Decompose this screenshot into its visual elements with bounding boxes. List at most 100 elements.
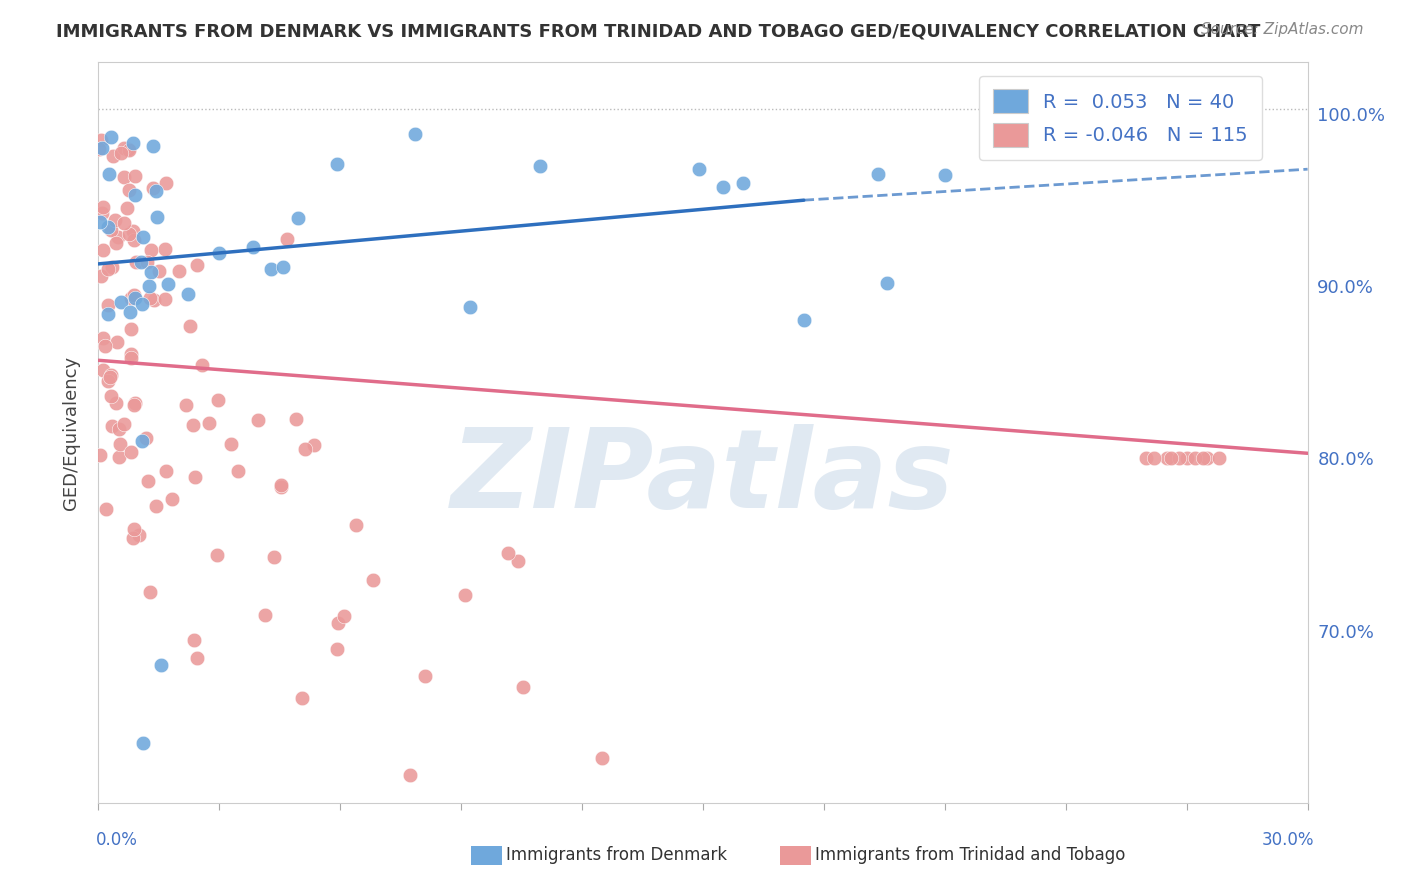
Point (129, 254, 152, 268)
Point (104, 213, 127, 227)
Text: IMMIGRANTS FROM DENMARK VS IMMIGRANTS FROM TRINIDAD AND TOBAGO GED/EQUIVALENCY C: IMMIGRANTS FROM DENMARK VS IMMIGRANTS FR… (56, 22, 1261, 40)
Point (139, 585, 162, 599)
Point (115, 202, 138, 216)
Point (325, 642, 347, 657)
Point (302, 437, 325, 451)
Point (112, 141, 135, 155)
Point (124, 188, 146, 202)
Point (104, 396, 127, 410)
Point (120, 322, 142, 336)
Point (98, 369, 121, 384)
Point (1175, 451, 1198, 466)
Point (688, 161, 710, 176)
Point (122, 288, 145, 302)
Point (326, 157, 349, 171)
Point (112, 417, 135, 431)
Point (122, 531, 145, 545)
Point (90, 206, 112, 220)
Point (155, 176, 177, 190)
Point (97, 374, 120, 388)
Point (89, 448, 111, 462)
Point (97, 298, 120, 312)
Point (876, 276, 898, 290)
Point (167, 264, 190, 278)
Point (91, 331, 114, 345)
Point (97, 307, 120, 321)
Point (110, 295, 132, 310)
Point (100, 389, 122, 403)
Point (139, 291, 162, 305)
Point (934, 168, 956, 182)
Point (271, 260, 294, 275)
Point (207, 548, 229, 562)
Point (142, 181, 165, 195)
Point (94, 339, 117, 353)
Point (508, 554, 530, 568)
Point (404, 127, 426, 141)
Point (122, 224, 145, 238)
Point (89, 215, 111, 229)
Point (285, 412, 308, 426)
Point (142, 293, 165, 307)
Point (101, 149, 124, 163)
Point (179, 318, 201, 333)
Point (207, 393, 229, 408)
Text: Immigrants from Denmark: Immigrants from Denmark (506, 847, 727, 864)
Point (136, 474, 159, 488)
Point (131, 230, 153, 244)
Point (110, 145, 132, 160)
Point (120, 292, 142, 306)
Point (125, 254, 148, 268)
Text: 0.0%: 0.0% (96, 831, 138, 849)
Point (1167, 451, 1189, 466)
Point (138, 278, 160, 293)
Point (733, 176, 755, 190)
Point (1184, 451, 1206, 466)
Point (512, 680, 534, 694)
Point (1195, 451, 1218, 466)
Point (100, 223, 122, 237)
Point (174, 398, 197, 412)
Point (1191, 451, 1213, 466)
Point (128, 528, 150, 542)
Point (108, 422, 131, 436)
Point (118, 227, 141, 241)
Point (107, 230, 129, 244)
Point (270, 480, 292, 494)
Text: Immigrants from Trinidad and Tobago: Immigrants from Trinidad and Tobago (815, 847, 1126, 864)
Legend: R =  0.053   N = 40, R = -0.046   N = 115: R = 0.053 N = 40, R = -0.046 N = 115 (979, 76, 1261, 161)
Point (1160, 451, 1182, 466)
Point (120, 445, 142, 459)
Point (146, 210, 169, 224)
Point (793, 312, 815, 326)
Point (120, 347, 142, 361)
Point (260, 262, 283, 277)
Point (131, 434, 153, 449)
Point (112, 169, 135, 184)
Point (145, 184, 167, 198)
Point (458, 300, 481, 314)
Point (1135, 451, 1157, 466)
Point (108, 450, 131, 464)
Point (117, 143, 139, 157)
Point (153, 242, 176, 256)
Point (496, 546, 519, 560)
Point (136, 255, 159, 269)
Point (208, 246, 231, 260)
Point (112, 216, 135, 230)
Point (122, 522, 145, 536)
Point (89, 142, 111, 156)
Point (118, 143, 141, 157)
Point (181, 418, 204, 433)
Point (198, 416, 221, 430)
Point (711, 179, 734, 194)
Point (186, 259, 208, 273)
Point (94, 502, 117, 516)
Point (91, 243, 114, 257)
Point (107, 334, 129, 349)
Point (183, 632, 205, 647)
Point (191, 359, 214, 373)
Point (97, 262, 120, 277)
Point (145, 499, 167, 513)
Point (141, 244, 163, 258)
